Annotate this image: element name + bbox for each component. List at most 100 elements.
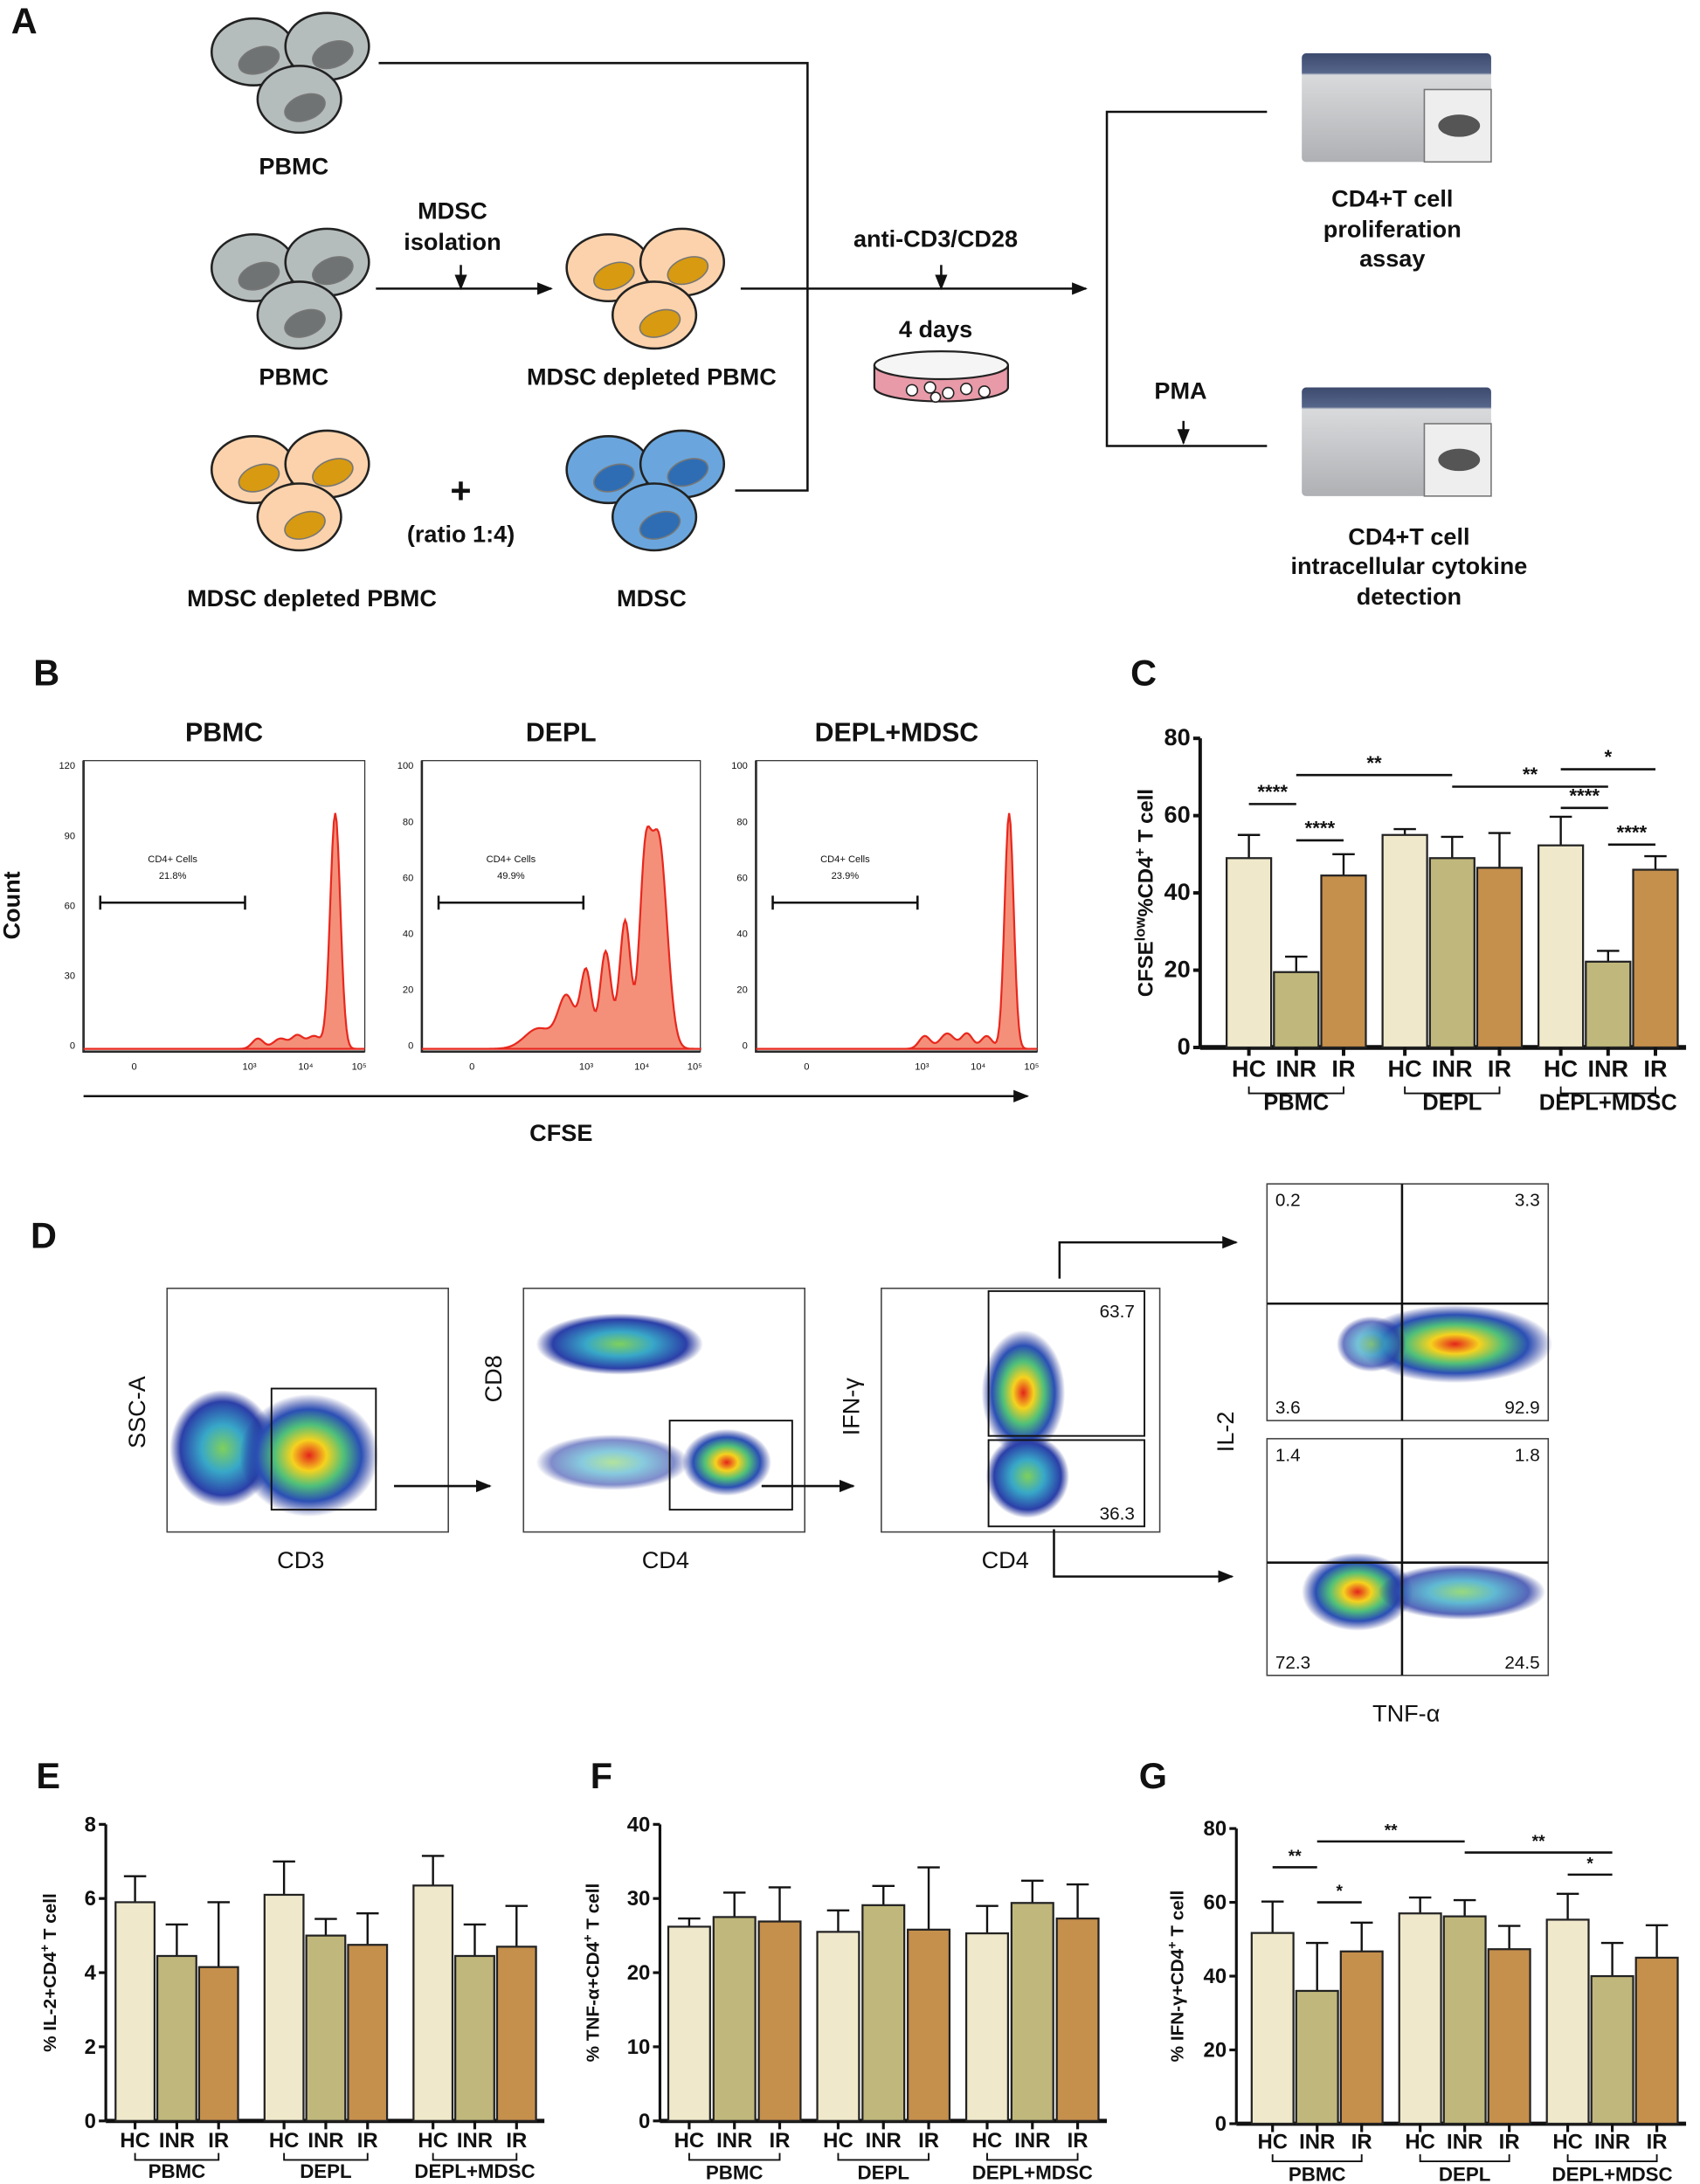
y-tick-label: 40 bbox=[736, 929, 747, 939]
significance-label: **** bbox=[1569, 784, 1600, 806]
group-label: DEPL bbox=[1422, 1091, 1482, 1116]
x-axis-label: CD4 bbox=[642, 1546, 689, 1573]
bar-ir bbox=[1487, 1948, 1531, 2125]
cell-population bbox=[1357, 1304, 1553, 1384]
histogram-1: DEPL 0 20 40 60 80 100 0 10³ 10⁴ 10⁵ CD4+ Cells 49.9… bbox=[397, 718, 702, 1072]
y-tick-label: 40 bbox=[1204, 1965, 1227, 1988]
histogram-curve bbox=[83, 812, 365, 1050]
group-label: DEPL+MDSC bbox=[1539, 1091, 1677, 1116]
gate-pct-upper: 63.7 bbox=[1100, 1302, 1135, 1322]
y-tick-label: 0 bbox=[1215, 2112, 1227, 2136]
depleted-cells-2 bbox=[210, 429, 370, 552]
quadrant-lines bbox=[1267, 1438, 1549, 1676]
panel-d: D CD3 SSC-A CD4 CD8 bbox=[31, 1183, 1553, 1726]
y-tick-label: 0 bbox=[85, 2110, 96, 2133]
group-label: PBMC bbox=[1289, 2163, 1346, 2184]
y-tick-label: 60 bbox=[736, 873, 747, 883]
quadrant-ll: 72.3 bbox=[1275, 1653, 1310, 1673]
bar-ir bbox=[1634, 1956, 1679, 2125]
histogram-2: DEPL+MDSC 0 20 40 60 80 100 0 10³ 10⁴ 10⁵ CD4+ Cell… bbox=[731, 718, 1039, 1072]
plus-sign: + bbox=[450, 470, 471, 511]
x-tick-label: INR bbox=[457, 2129, 493, 2153]
quadrant-ul: 1.4 bbox=[1275, 1445, 1301, 1465]
x-tick-label: IR bbox=[357, 2129, 378, 2153]
bar-hc bbox=[667, 1925, 711, 2122]
x-tick-label: IR bbox=[770, 2129, 791, 2153]
y-axis-label: % TNF-α+CD4+ T cell bbox=[581, 1883, 603, 2063]
significance-label: ** bbox=[1289, 1848, 1302, 1866]
histogram-title: DEPL+MDSC bbox=[815, 718, 979, 747]
quadrant-ur: 1.8 bbox=[1515, 1445, 1540, 1465]
y-label-part: % IFN-γ+CD4 bbox=[1168, 1948, 1188, 2062]
tnfa-axis-label: TNF-α bbox=[1372, 1699, 1440, 1726]
x-tick-label: 10⁴ bbox=[298, 1061, 313, 1072]
y-tick-label: 0 bbox=[1178, 1033, 1191, 1060]
nucleus-icon bbox=[312, 458, 354, 487]
histogram-plots: PBMC 0 30 60 90 120 0 10³ 10⁴ 10⁵ CD4+ Cells 21.8% D… bbox=[59, 718, 1039, 1072]
group-bracket bbox=[1404, 1086, 1501, 1095]
x-tick-label: IR bbox=[506, 2129, 527, 2153]
bar-hc bbox=[1250, 1932, 1295, 2125]
significance-label: * bbox=[1604, 746, 1612, 768]
pbmc-label-1: PBMC bbox=[259, 153, 328, 180]
gate-pct-lower: 36.3 bbox=[1100, 1503, 1135, 1524]
bar-ir bbox=[347, 1944, 389, 2122]
cell-population bbox=[1302, 1552, 1413, 1631]
gate-percent: 23.9% bbox=[832, 871, 860, 881]
y-tick-label: 20 bbox=[403, 985, 413, 996]
cell-population bbox=[536, 1313, 703, 1375]
nucleus-icon bbox=[284, 510, 326, 540]
significance-label: **** bbox=[1617, 821, 1648, 843]
x-tick-label: HC bbox=[1257, 2131, 1288, 2154]
y-tick-label: 40 bbox=[627, 1813, 651, 1836]
bar-hc bbox=[1381, 833, 1428, 1049]
y-tick-label: 60 bbox=[65, 901, 75, 911]
group-bracket bbox=[1559, 1086, 1656, 1095]
panel-label-b: B bbox=[33, 653, 59, 694]
dot-plot-cd3-ssc: CD3 SSC-A bbox=[123, 1287, 492, 1573]
y-axis-label: % IL-2+CD4+ T cell bbox=[38, 1893, 60, 2052]
nucleus-icon bbox=[667, 458, 709, 487]
gate-ifng-positive[interactable] bbox=[987, 1289, 1146, 1437]
bar-inr bbox=[1585, 960, 1632, 1049]
bar-ir bbox=[1475, 867, 1524, 1049]
group-bracket bbox=[134, 2153, 220, 2161]
y-tick-label: 120 bbox=[59, 761, 75, 771]
group-bracket bbox=[1247, 1086, 1344, 1095]
bar-hc bbox=[263, 1893, 305, 2122]
nucleus-icon bbox=[238, 261, 280, 291]
gate-cd4[interactable] bbox=[668, 1420, 793, 1511]
x-tick-label: INR bbox=[1432, 1054, 1473, 1082]
cfse-axis-label: CFSE bbox=[529, 1119, 592, 1146]
y-tick-label: 30 bbox=[65, 971, 75, 982]
x-tick-label: INR bbox=[1587, 1054, 1628, 1082]
x-tick-label: IR bbox=[1643, 1054, 1667, 1082]
gate-ifng-negative[interactable] bbox=[987, 1439, 1146, 1528]
y-tick-label: 60 bbox=[1164, 801, 1191, 828]
y-label-part: low bbox=[1131, 916, 1148, 942]
x-tick-label: IR bbox=[1647, 2131, 1668, 2154]
panel-label-d: D bbox=[31, 1215, 57, 1256]
x-tick-label: HC bbox=[1388, 1054, 1422, 1082]
y-axis-label: SSC-A bbox=[123, 1375, 150, 1448]
x-tick-label: INR bbox=[1594, 2131, 1630, 2154]
y-label-part: + bbox=[1166, 1941, 1180, 1948]
mdsc-isolation-label-2: isolation bbox=[404, 228, 501, 255]
y-tick-label: 4 bbox=[85, 1961, 97, 1985]
y-label-part: %CD4 bbox=[1135, 856, 1158, 917]
flow-cytometer-icon-2 bbox=[1302, 387, 1492, 497]
plot-frame bbox=[1266, 1438, 1550, 1676]
y-axis-label: CFSElow%CD4+ T cell bbox=[1131, 789, 1158, 997]
y-tick-label: 40 bbox=[403, 929, 413, 939]
assay2-line2: intracellular cytokine bbox=[1290, 552, 1527, 579]
gate-percent: 49.9% bbox=[497, 871, 525, 881]
panel-label-a: A bbox=[11, 1, 38, 42]
significance-label: ** bbox=[1385, 1822, 1398, 1841]
x-tick-label: INR bbox=[308, 2129, 343, 2153]
gate-cd3[interactable] bbox=[270, 1387, 377, 1511]
gate-bar bbox=[437, 895, 585, 910]
x-tick-label: IR bbox=[1068, 2129, 1088, 2153]
x-tick-label: IR bbox=[918, 2129, 939, 2153]
y-tick-label: 20 bbox=[1204, 2038, 1227, 2062]
